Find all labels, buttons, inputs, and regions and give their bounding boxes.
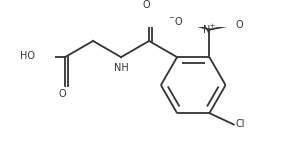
Text: $\mathregular{N^{+}}$: $\mathregular{N^{+}}$ [202, 23, 217, 36]
Text: $\mathregular{{}^{-}O}$: $\mathregular{{}^{-}O}$ [168, 15, 183, 27]
Text: O: O [58, 89, 66, 99]
Text: O: O [236, 20, 244, 30]
Text: O: O [142, 0, 150, 10]
Text: HO: HO [20, 51, 35, 61]
Text: Cl: Cl [235, 119, 245, 129]
Text: NH: NH [114, 62, 128, 73]
